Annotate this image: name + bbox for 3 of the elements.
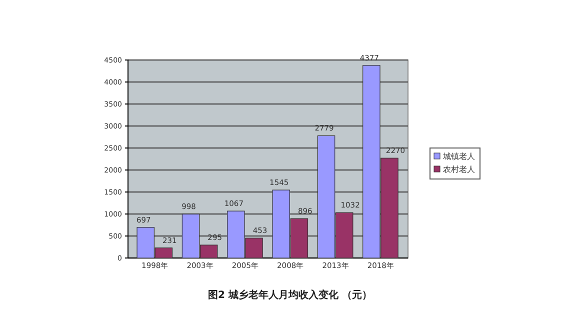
text: 图2 城乡老年人月均收入变化 （元）	[208, 289, 372, 301]
legend-label: 农村老人	[443, 165, 475, 174]
legend-label: 城镇老人	[442, 152, 475, 161]
